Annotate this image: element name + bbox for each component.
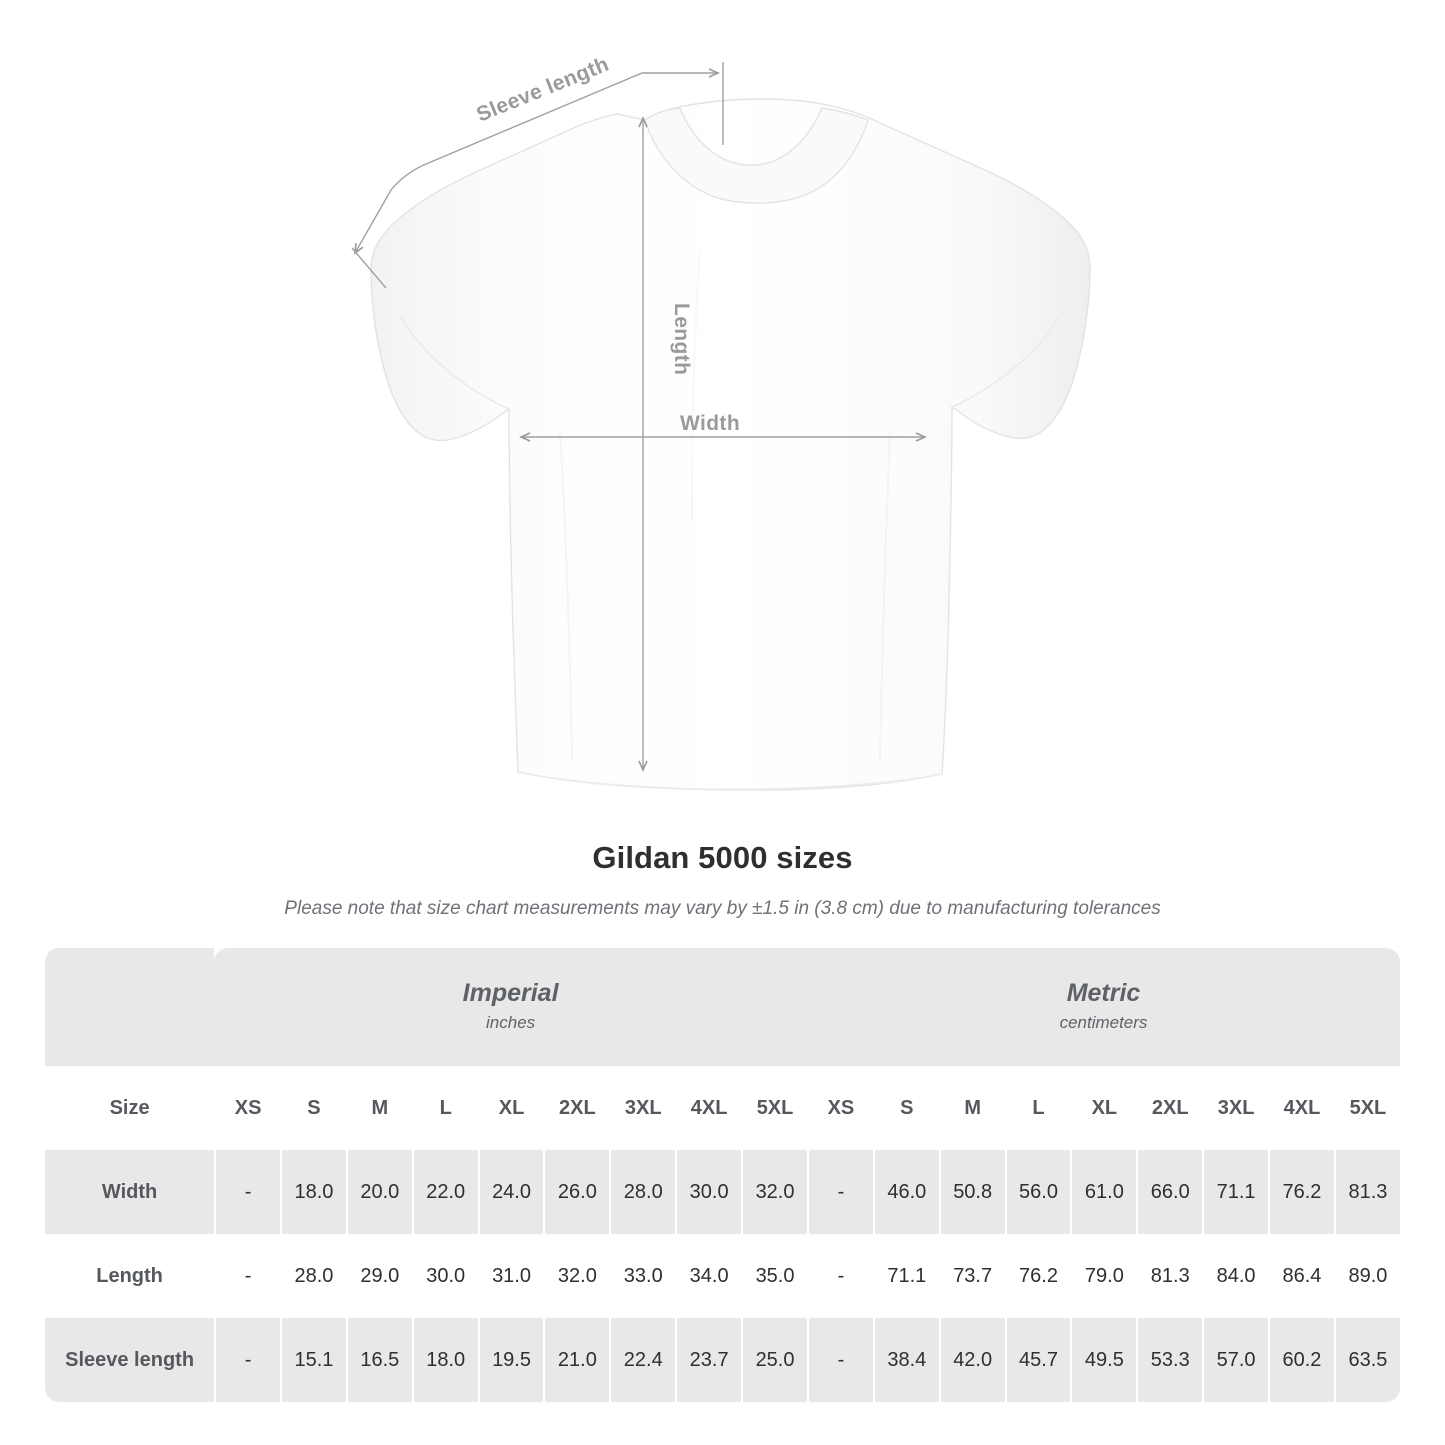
cell-length-imperial-m: 29.0 bbox=[345, 1234, 412, 1318]
header-imperial-xl: XL bbox=[477, 1066, 544, 1150]
header-imperial-3xl: 3XL bbox=[609, 1066, 676, 1150]
unit-band-spacer-left bbox=[45, 948, 215, 1066]
cell-width-imperial-m: 20.0 bbox=[345, 1150, 412, 1234]
cell-length-metric-4xl: 86.4 bbox=[1268, 1234, 1334, 1318]
cell-width-imperial-l: 22.0 bbox=[411, 1150, 478, 1234]
cell-width-imperial-s: 18.0 bbox=[280, 1150, 346, 1234]
header-metric-xs: XS bbox=[807, 1066, 873, 1150]
cell-length-imperial-xl: 31.0 bbox=[477, 1234, 544, 1318]
cell-sleeve-imperial-3xl: 22.4 bbox=[609, 1318, 676, 1402]
cell-length-metric-l: 76.2 bbox=[1004, 1234, 1071, 1318]
cell-width-imperial-xl: 24.0 bbox=[477, 1150, 544, 1234]
cell-length-metric-2xl: 81.3 bbox=[1136, 1234, 1203, 1318]
cell-width-imperial-4xl: 30.0 bbox=[675, 1150, 742, 1234]
cell-length-imperial-2xl: 32.0 bbox=[543, 1234, 610, 1318]
cell-width-metric-xs: - bbox=[807, 1150, 873, 1234]
cell-length-imperial-5xl: 35.0 bbox=[741, 1234, 808, 1318]
cell-width-imperial-3xl: 28.0 bbox=[609, 1150, 676, 1234]
chart-heading: Gildan 5000 sizes Please note that size … bbox=[0, 840, 1445, 920]
cell-sleeve-imperial-xs: - bbox=[214, 1318, 281, 1402]
cell-length-metric-m: 73.7 bbox=[938, 1234, 1005, 1318]
cell-sleeve-metric-xs: - bbox=[807, 1318, 873, 1402]
cell-sleeve-metric-l: 45.7 bbox=[1004, 1318, 1071, 1402]
row-label-sleeve-length: Sleeve length bbox=[45, 1318, 215, 1402]
cell-sleeve-metric-s: 38.4 bbox=[872, 1318, 939, 1402]
cell-length-metric-3xl: 84.0 bbox=[1202, 1234, 1269, 1318]
header-imperial-xs: XS bbox=[214, 1066, 281, 1150]
cell-width-metric-xl: 61.0 bbox=[1070, 1150, 1137, 1234]
cell-length-metric-xl: 79.0 bbox=[1070, 1234, 1137, 1318]
size-header-row: Size XS S M L XL 2XL 3XL 4XL 5XL XS S M … bbox=[45, 1066, 1400, 1150]
tshirt-silhouette bbox=[370, 98, 1091, 791]
cell-width-imperial-2xl: 26.0 bbox=[543, 1150, 610, 1234]
sleeve-length-dimension bbox=[351, 62, 724, 289]
table-row-width: Width - 18.0 20.0 22.0 24.0 26.0 28.0 30… bbox=[45, 1150, 1400, 1234]
table-row-length: Length - 28.0 29.0 30.0 31.0 32.0 33.0 3… bbox=[45, 1234, 1400, 1318]
cell-width-metric-l: 56.0 bbox=[1004, 1150, 1071, 1234]
header-imperial-4xl: 4XL bbox=[675, 1066, 742, 1150]
size-chart-table: Imperial inches Metric centimeters Size … bbox=[45, 948, 1400, 1402]
cell-sleeve-metric-3xl: 57.0 bbox=[1202, 1318, 1269, 1402]
header-imperial-2xl: 2XL bbox=[543, 1066, 610, 1150]
page-title: Gildan 5000 sizes bbox=[592, 840, 853, 875]
cell-sleeve-imperial-s: 15.1 bbox=[280, 1318, 346, 1402]
header-imperial-l: L bbox=[411, 1066, 478, 1150]
width-label: Width bbox=[680, 412, 740, 435]
cell-width-imperial-xs: - bbox=[214, 1150, 281, 1234]
cell-sleeve-imperial-2xl: 21.0 bbox=[543, 1318, 610, 1402]
cell-width-metric-5xl: 81.3 bbox=[1333, 1150, 1400, 1234]
header-metric-2xl: 2XL bbox=[1136, 1066, 1203, 1150]
cell-width-metric-s: 46.0 bbox=[872, 1150, 939, 1234]
cell-sleeve-imperial-m: 16.5 bbox=[345, 1318, 412, 1402]
header-metric-l: L bbox=[1004, 1066, 1071, 1150]
cell-sleeve-metric-xl: 49.5 bbox=[1070, 1318, 1137, 1402]
row-label-length: Length bbox=[45, 1234, 215, 1318]
header-metric-xl: XL bbox=[1070, 1066, 1137, 1150]
sleeve-diagonal-line bbox=[354, 72, 643, 255]
cell-length-metric-5xl: 89.0 bbox=[1333, 1234, 1400, 1318]
unit-band-metric: Metric centimeters bbox=[807, 948, 1400, 1066]
header-metric-s: S bbox=[872, 1066, 939, 1150]
header-metric-3xl: 3XL bbox=[1202, 1066, 1269, 1150]
cell-sleeve-imperial-5xl: 25.0 bbox=[741, 1318, 808, 1402]
cell-sleeve-imperial-l: 18.0 bbox=[411, 1318, 478, 1402]
sleeve-end-tick bbox=[351, 247, 387, 289]
cell-width-metric-4xl: 76.2 bbox=[1268, 1150, 1334, 1234]
header-imperial-5xl: 5XL bbox=[741, 1066, 808, 1150]
header-metric-5xl: 5XL bbox=[1333, 1066, 1400, 1150]
unit-imperial-label: inches bbox=[486, 1013, 536, 1033]
cell-sleeve-metric-5xl: 63.5 bbox=[1333, 1318, 1400, 1402]
header-metric-4xl: 4XL bbox=[1268, 1066, 1334, 1150]
cell-length-imperial-s: 28.0 bbox=[280, 1234, 346, 1318]
header-imperial-m: M bbox=[345, 1066, 412, 1150]
header-size-label: Size bbox=[45, 1066, 215, 1150]
tshirt-diagram: Sleeve length Length Width bbox=[351, 53, 1091, 791]
unit-band-imperial: Imperial inches bbox=[214, 948, 808, 1066]
unit-system-imperial-label: Imperial bbox=[462, 978, 559, 1007]
cell-length-metric-s: 71.1 bbox=[872, 1234, 939, 1318]
cell-sleeve-metric-m: 42.0 bbox=[938, 1318, 1005, 1402]
cell-sleeve-imperial-4xl: 23.7 bbox=[675, 1318, 742, 1402]
unit-metric-label: centimeters bbox=[1059, 1013, 1148, 1033]
cell-length-imperial-4xl: 34.0 bbox=[675, 1234, 742, 1318]
header-imperial-s: S bbox=[280, 1066, 346, 1150]
cell-width-metric-2xl: 66.0 bbox=[1136, 1150, 1203, 1234]
cell-sleeve-metric-4xl: 60.2 bbox=[1268, 1318, 1334, 1402]
cell-length-imperial-3xl: 33.0 bbox=[609, 1234, 676, 1318]
length-label: Length bbox=[670, 303, 693, 375]
cell-length-imperial-xs: - bbox=[214, 1234, 281, 1318]
unit-system-row: Imperial inches Metric centimeters bbox=[45, 948, 1400, 1066]
unit-system-metric-label: Metric bbox=[1066, 978, 1141, 1007]
header-metric-m: M bbox=[938, 1066, 1005, 1150]
cell-length-imperial-l: 30.0 bbox=[411, 1234, 478, 1318]
table-row-sleeve-length: Sleeve length - 15.1 16.5 18.0 19.5 21.0… bbox=[45, 1318, 1400, 1402]
row-label-width: Width bbox=[45, 1150, 215, 1234]
tolerance-note: Please note that size chart measurements… bbox=[284, 898, 1161, 919]
cell-sleeve-imperial-xl: 19.5 bbox=[477, 1318, 544, 1402]
cell-sleeve-metric-2xl: 53.3 bbox=[1136, 1318, 1203, 1402]
cell-width-imperial-5xl: 32.0 bbox=[741, 1150, 808, 1234]
cell-width-metric-3xl: 71.1 bbox=[1202, 1150, 1269, 1234]
cell-length-metric-xs: - bbox=[807, 1234, 873, 1318]
cell-width-metric-m: 50.8 bbox=[938, 1150, 1005, 1234]
